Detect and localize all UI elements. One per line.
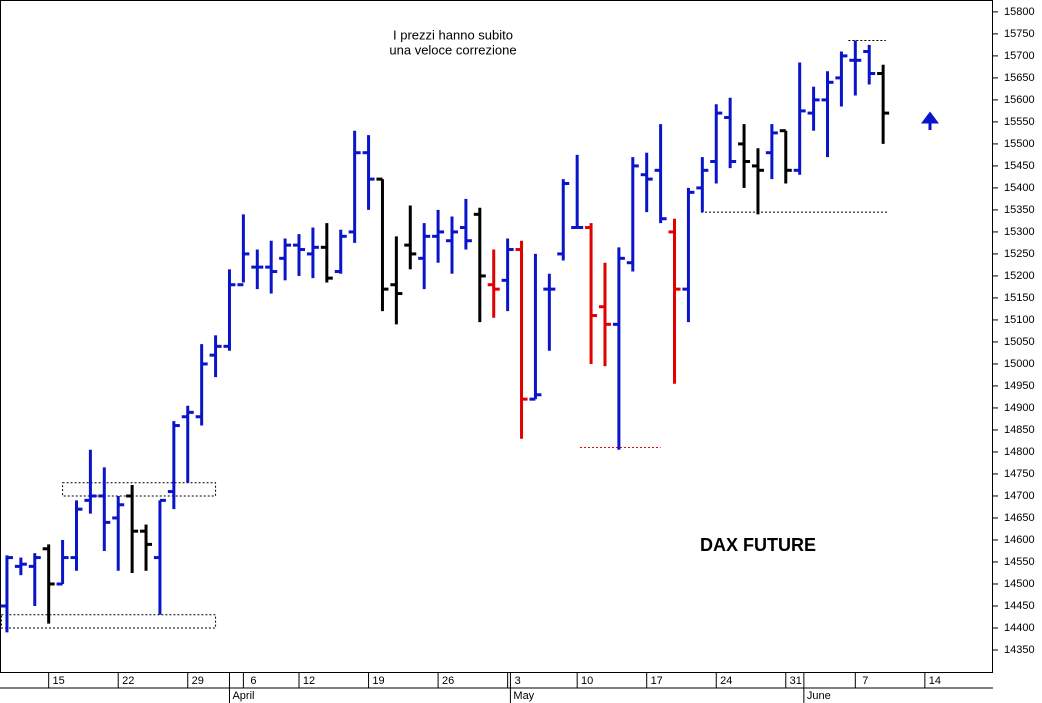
x-tick-label: 31 [790,675,802,687]
y-tick-label: 14950 [1004,380,1035,392]
y-tick-label: 14650 [1004,512,1035,524]
y-tick-label: 14550 [1004,556,1035,568]
y-tick-label: 15650 [1004,72,1035,84]
y-tick-label: 15500 [1004,138,1035,150]
y-tick-label: 15400 [1004,182,1035,194]
y-tick-label: 15350 [1004,204,1035,216]
y-tick-label: 15150 [1004,292,1035,304]
y-tick-label: 14600 [1004,534,1035,546]
y-tick-label: 15550 [1004,116,1035,128]
y-tick-label: 14700 [1004,490,1035,502]
month-label: June [807,690,831,702]
annotation: I prezzi hanno subito [393,27,513,42]
x-tick-label: 12 [303,675,315,687]
y-tick-label: 15750 [1004,28,1035,40]
y-tick-label: 15000 [1004,358,1035,370]
y-tick-label: 15250 [1004,248,1035,260]
x-tick-label: 17 [651,675,663,687]
annotation: una veloce correzione [389,42,516,57]
y-tick-label: 15200 [1004,270,1035,282]
y-tick-label: 14500 [1004,578,1035,590]
y-tick-label: 15700 [1004,50,1035,62]
y-tick-label: 14750 [1004,468,1035,480]
x-tick-label: 10 [581,675,593,687]
y-tick-label: 15050 [1004,336,1035,348]
y-tick-label: 14800 [1004,446,1035,458]
x-tick-label: 22 [122,675,134,687]
level-box [0,614,217,629]
y-tick-label: 14350 [1004,644,1035,656]
y-tick-label: 15100 [1004,314,1035,326]
y-tick-label: 14900 [1004,402,1035,414]
month-label: May [513,690,534,702]
y-tick-label: 15600 [1004,94,1035,106]
y-tick-label: 15300 [1004,226,1035,238]
up-arrow [921,111,939,130]
x-tick-label: 6 [250,675,256,687]
x-tick-label: 14 [929,675,941,687]
y-tick-label: 14400 [1004,622,1035,634]
month-label: April [232,690,254,702]
x-tick-label: 7 [862,675,868,687]
x-tick-label: 29 [192,675,204,687]
plot-frame [0,0,993,673]
level-box [62,482,217,497]
x-tick-label: 24 [720,675,732,687]
x-tick-label: 19 [372,675,384,687]
y-tick-label: 15450 [1004,160,1035,172]
chart-title: DAX FUTURE [700,535,816,555]
x-tick-label: 3 [515,675,521,687]
y-tick-label: 14450 [1004,600,1035,612]
y-tick-label: 14850 [1004,424,1035,436]
y-tick-label: 15800 [1004,6,1035,18]
x-tick-label: 26 [442,675,454,687]
x-tick-label: 15 [53,675,65,687]
